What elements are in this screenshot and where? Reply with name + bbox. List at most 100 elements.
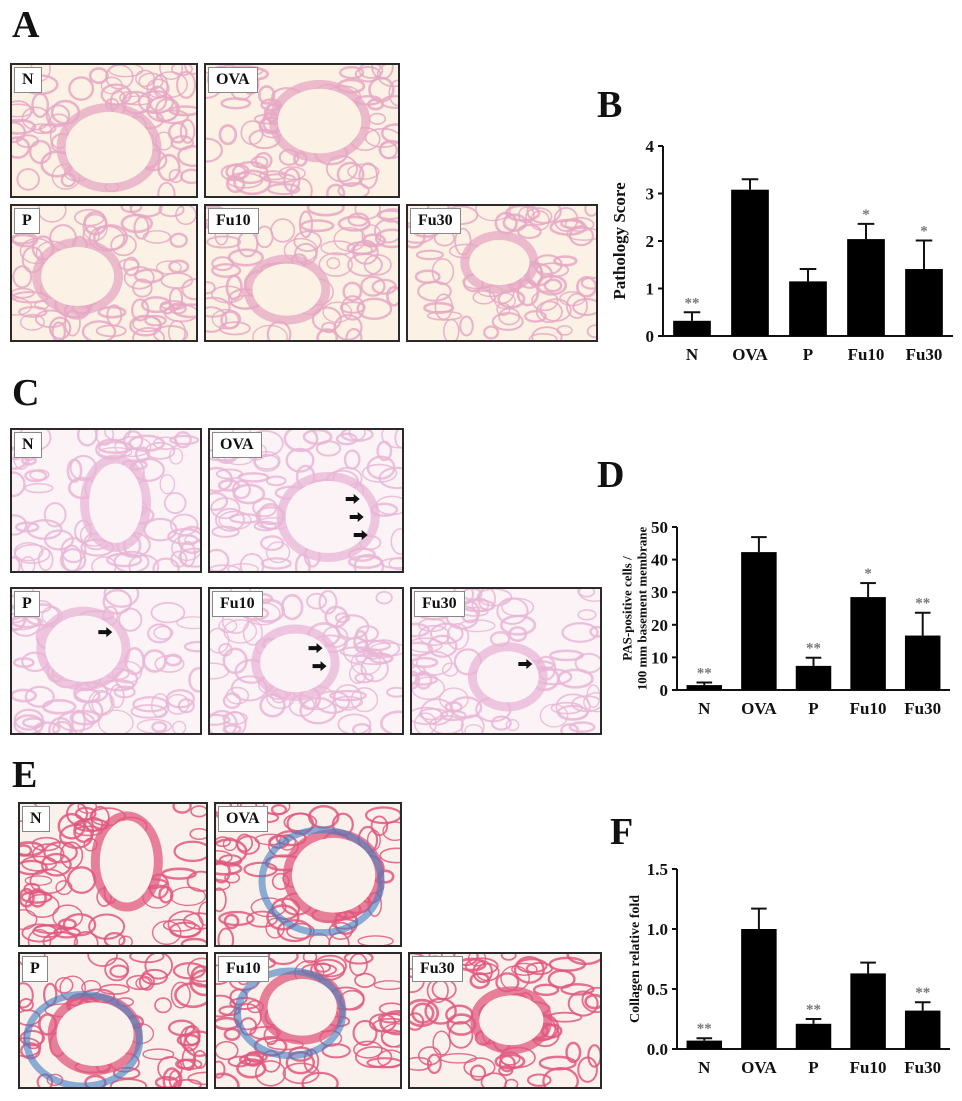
y-tick-label: 30 <box>651 583 668 602</box>
micrograph-c-fu10: Fu10 <box>208 587 404 735</box>
panel-letter-c: C <box>12 372 40 414</box>
significance-mark: ** <box>806 641 821 657</box>
tissue-image <box>12 206 196 340</box>
significance-mark: * <box>920 224 928 240</box>
y-axis-label: Pathology Score <box>610 182 629 300</box>
micrograph-c-fu30: Fu30 <box>410 587 602 735</box>
significance-mark: * <box>862 207 870 223</box>
y-axis-label: Collagen relative fold <box>628 895 643 1023</box>
significance-mark: * <box>864 566 872 582</box>
micrograph-label: Fu30 <box>412 956 463 982</box>
panel-letter-b: B <box>597 84 623 126</box>
significance-mark: ** <box>697 666 712 682</box>
panel-letter-e: E <box>12 754 38 796</box>
y-tick-label: 1 <box>646 280 655 299</box>
arrow-marker <box>518 659 533 670</box>
micrograph-c-n: N <box>10 428 202 573</box>
x-tick-label: Fu30 <box>906 345 943 364</box>
micrograph-label: P <box>14 591 40 617</box>
arrow-marker <box>98 627 113 638</box>
panel-letter-a: A <box>12 4 40 46</box>
micrograph-label: N <box>14 67 42 93</box>
x-tick-label: N <box>686 345 699 364</box>
micrograph-label: Fu10 <box>212 591 263 617</box>
y-tick-label: 1.0 <box>647 920 668 939</box>
bar <box>847 239 885 336</box>
x-tick-label: N <box>698 699 711 718</box>
tissue-image <box>206 206 398 340</box>
y-tick-label: 0 <box>660 681 669 700</box>
tissue-image <box>20 804 206 945</box>
y-tick-label: 1.5 <box>647 860 668 879</box>
micrograph-a-p: P <box>10 204 198 342</box>
micrograph-label: P <box>22 956 48 982</box>
x-tick-label: P <box>803 345 813 364</box>
micrograph-e-ova: OVA <box>214 802 402 947</box>
micrograph-label: OVA <box>212 432 262 458</box>
micrograph-a-ova: OVA <box>204 63 400 198</box>
y-tick-label: 0.0 <box>647 1040 668 1059</box>
x-tick-label: Fu30 <box>904 699 941 718</box>
y-tick-label: 4 <box>646 137 655 156</box>
tissue-image <box>206 65 398 196</box>
significance-mark: ** <box>806 1002 821 1018</box>
micrograph-c-ova: OVA <box>208 428 404 573</box>
significance-mark: ** <box>915 596 930 612</box>
bar <box>686 1040 723 1049</box>
significance-mark: ** <box>697 1021 712 1037</box>
arrow-marker <box>345 493 360 504</box>
y-axis-label: 100 mm basement membrane <box>635 526 650 690</box>
tissue-image <box>210 589 402 733</box>
micrograph-e-fu10: Fu10 <box>214 952 402 1089</box>
bar <box>686 685 723 690</box>
tissue-image <box>412 589 600 733</box>
y-tick-label: 0 <box>646 327 655 346</box>
y-axis-label: PAS-positive cells / <box>620 556 635 661</box>
micrograph-label: Fu10 <box>208 208 259 234</box>
y-tick-label: 20 <box>651 616 668 635</box>
micrograph-a-n: N <box>10 63 198 198</box>
bar <box>904 635 941 690</box>
tissue-image <box>12 65 196 196</box>
x-tick-label: Fu30 <box>904 1058 941 1077</box>
x-tick-label: OVA <box>741 699 777 718</box>
tissue-image <box>20 954 206 1087</box>
micrograph-e-fu30: Fu30 <box>408 952 602 1089</box>
significance-mark: ** <box>915 985 930 1001</box>
bar <box>850 973 886 1049</box>
panel-letter-d: D <box>597 454 625 496</box>
bar <box>795 665 832 690</box>
arrow-marker <box>308 643 323 654</box>
y-tick-label: 2 <box>646 232 655 251</box>
micrograph-label: N <box>14 432 42 458</box>
arrow-marker <box>312 661 327 672</box>
micrograph-e-n: N <box>18 802 208 947</box>
micrograph-label: OVA <box>218 806 268 832</box>
significance-mark: ** <box>685 295 700 311</box>
micrograph-label: N <box>22 806 50 832</box>
y-tick-label: 40 <box>651 551 668 570</box>
bar <box>741 552 777 690</box>
micrograph-label: OVA <box>208 67 258 93</box>
x-tick-label: OVA <box>741 1058 777 1077</box>
y-tick-label: 3 <box>646 185 655 204</box>
tissue-image <box>12 589 200 733</box>
x-tick-label: Fu10 <box>850 1058 887 1077</box>
tissue-image <box>12 430 200 571</box>
micrograph-label: P <box>14 208 40 234</box>
micrograph-label: Fu30 <box>414 591 465 617</box>
bar <box>731 189 769 336</box>
x-tick-label: P <box>808 699 818 718</box>
micrograph-a-fu30: Fu30 <box>406 204 598 342</box>
micrograph-label: Fu30 <box>410 208 461 234</box>
x-tick-label: OVA <box>732 345 768 364</box>
micrograph-c-p: P <box>10 587 202 735</box>
y-tick-label: 50 <box>651 518 668 537</box>
bar <box>904 1010 941 1049</box>
micrograph-e-p: P <box>18 952 208 1089</box>
y-tick-label: 0.5 <box>647 980 668 999</box>
x-tick-label: P <box>808 1058 818 1077</box>
x-tick-label: N <box>698 1058 711 1077</box>
bar <box>850 597 886 690</box>
micrograph-label: Fu10 <box>218 956 269 982</box>
